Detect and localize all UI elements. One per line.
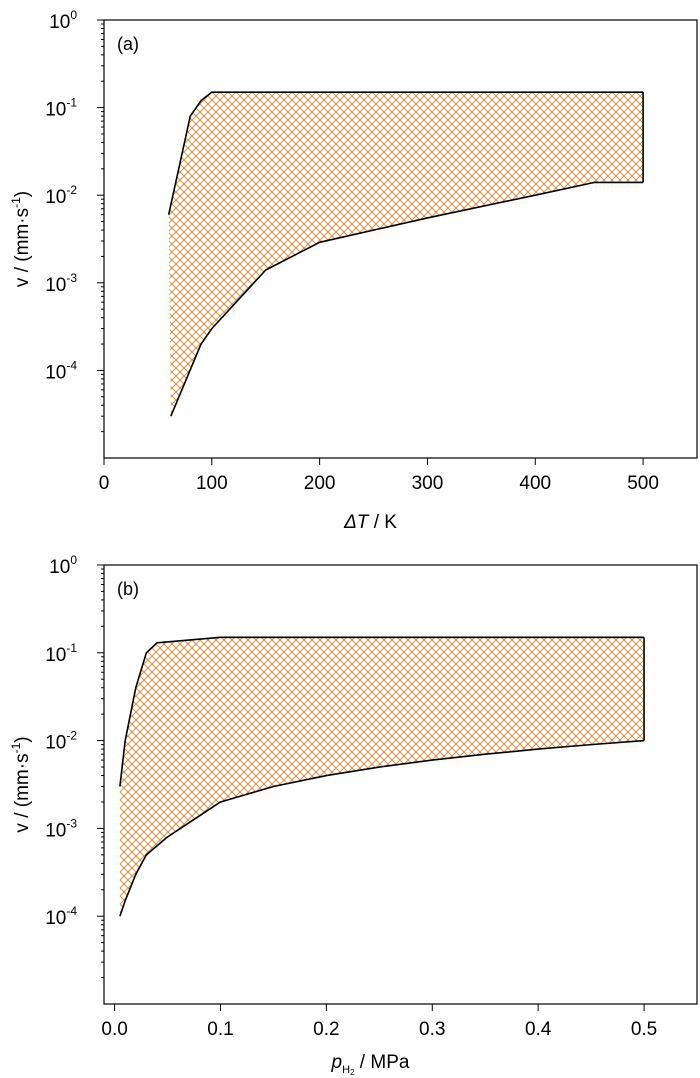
y-tick-label-b: 10-1 xyxy=(45,641,77,666)
plot-frame-b xyxy=(103,564,698,1005)
hatched-region-b xyxy=(119,637,645,917)
lower-boundary-line-a xyxy=(170,181,644,417)
x-tick-label-b: 0.3 xyxy=(419,1019,445,1040)
y-tick-label-b: 10-3 xyxy=(45,816,77,841)
x-axis-label-b: pH2 / MPa xyxy=(331,1052,410,1077)
y-tick-label-a: 10-2 xyxy=(45,183,77,208)
upper-boundary-line-a xyxy=(167,91,644,215)
x-tick-label-a: 300 xyxy=(412,473,444,494)
y-tick-label-b: 100 xyxy=(49,553,77,578)
y-tick-label-a: 10-3 xyxy=(45,271,77,296)
panel-b: 0.0 0.1 0.2 0.3 0.4 0.5 100 10-1 10-2 10-3 10-4 (b… xyxy=(9,553,698,1077)
panel-label-b: (b) xyxy=(117,579,139,599)
plot-frame-a xyxy=(103,19,698,459)
y-tick-label-a: 10-1 xyxy=(45,96,77,121)
x-tick-label-a: 400 xyxy=(519,473,551,494)
y-tick-label-a: 100 xyxy=(49,8,77,33)
x-tick-label-a: 500 xyxy=(627,473,659,494)
x-axis-label-a: ΔT / K xyxy=(343,512,397,533)
x-tick-label-b: 0.4 xyxy=(525,1019,552,1040)
y-axis-label-a: v / (mm·s-1) xyxy=(9,191,33,287)
y-tick-label-b: 10-4 xyxy=(45,904,77,929)
x-tick-label-b: 0.0 xyxy=(101,1019,127,1040)
y-tick-label-b: 10-2 xyxy=(45,729,77,754)
x-tick-label-a: 0 xyxy=(99,473,110,494)
x-tick-label-b: 0.1 xyxy=(207,1019,233,1040)
x-tick-label-b: 0.2 xyxy=(313,1019,339,1040)
y-tick-label-a: 10-4 xyxy=(45,358,77,383)
x-tick-label-b: 0.5 xyxy=(631,1019,657,1040)
x-tick-label-a: 200 xyxy=(304,473,336,494)
lower-boundary-line-b xyxy=(119,739,645,917)
hatched-region-a xyxy=(168,92,644,417)
x-tick-label-a: 100 xyxy=(196,473,228,494)
panel-label-a: (a) xyxy=(117,34,139,54)
y-axis-label-b: v / (mm·s-1) xyxy=(9,736,33,832)
upper-boundary-line-b xyxy=(119,636,645,787)
